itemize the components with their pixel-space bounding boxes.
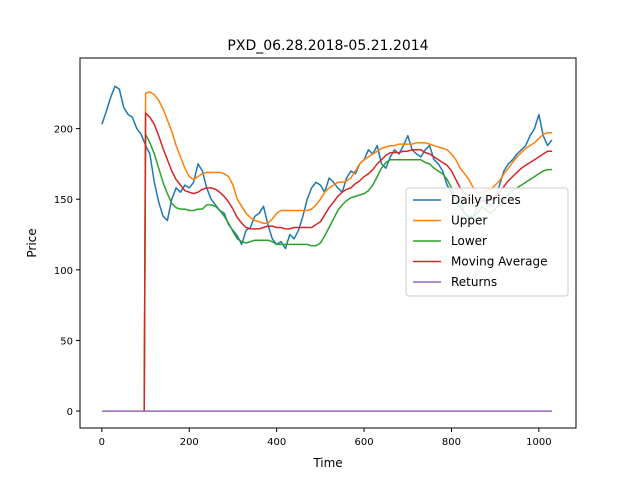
y-tick-label: 50 bbox=[60, 336, 73, 347]
legend-label: Moving Average bbox=[451, 255, 547, 269]
legend-box bbox=[405, 187, 569, 297]
x-axis: 0 200 400 600 800 1000 bbox=[99, 428, 552, 448]
y-tick-label: 200 bbox=[54, 125, 73, 136]
y-tick-label: 150 bbox=[54, 195, 73, 206]
x-tick-label: 600 bbox=[355, 437, 374, 448]
y-tick-label: 0 bbox=[67, 407, 73, 418]
legend: Daily Prices Upper Lower Moving Average Retu… bbox=[405, 187, 569, 297]
chart-title: PXD_06.28.2018-05.21.2014 bbox=[227, 38, 428, 54]
x-tick-label: 1000 bbox=[526, 437, 551, 448]
legend-label: Upper bbox=[451, 214, 487, 228]
y-axis: 0 50 100 150 200 bbox=[54, 125, 80, 418]
x-tick-label: 400 bbox=[267, 437, 286, 448]
legend-label: Returns bbox=[451, 275, 497, 289]
axes-frame bbox=[79, 57, 577, 429]
legend-label: Daily Prices bbox=[451, 193, 521, 207]
legend-label: Lower bbox=[451, 234, 487, 248]
plot-area bbox=[79, 57, 577, 429]
x-tick-label: 0 bbox=[99, 437, 105, 448]
x-tick-label: 800 bbox=[442, 437, 461, 448]
x-axis-label: Time bbox=[312, 456, 342, 470]
y-tick-label: 100 bbox=[54, 266, 73, 277]
x-tick-label: 200 bbox=[180, 437, 199, 448]
y-axis-label: Price bbox=[25, 228, 39, 257]
